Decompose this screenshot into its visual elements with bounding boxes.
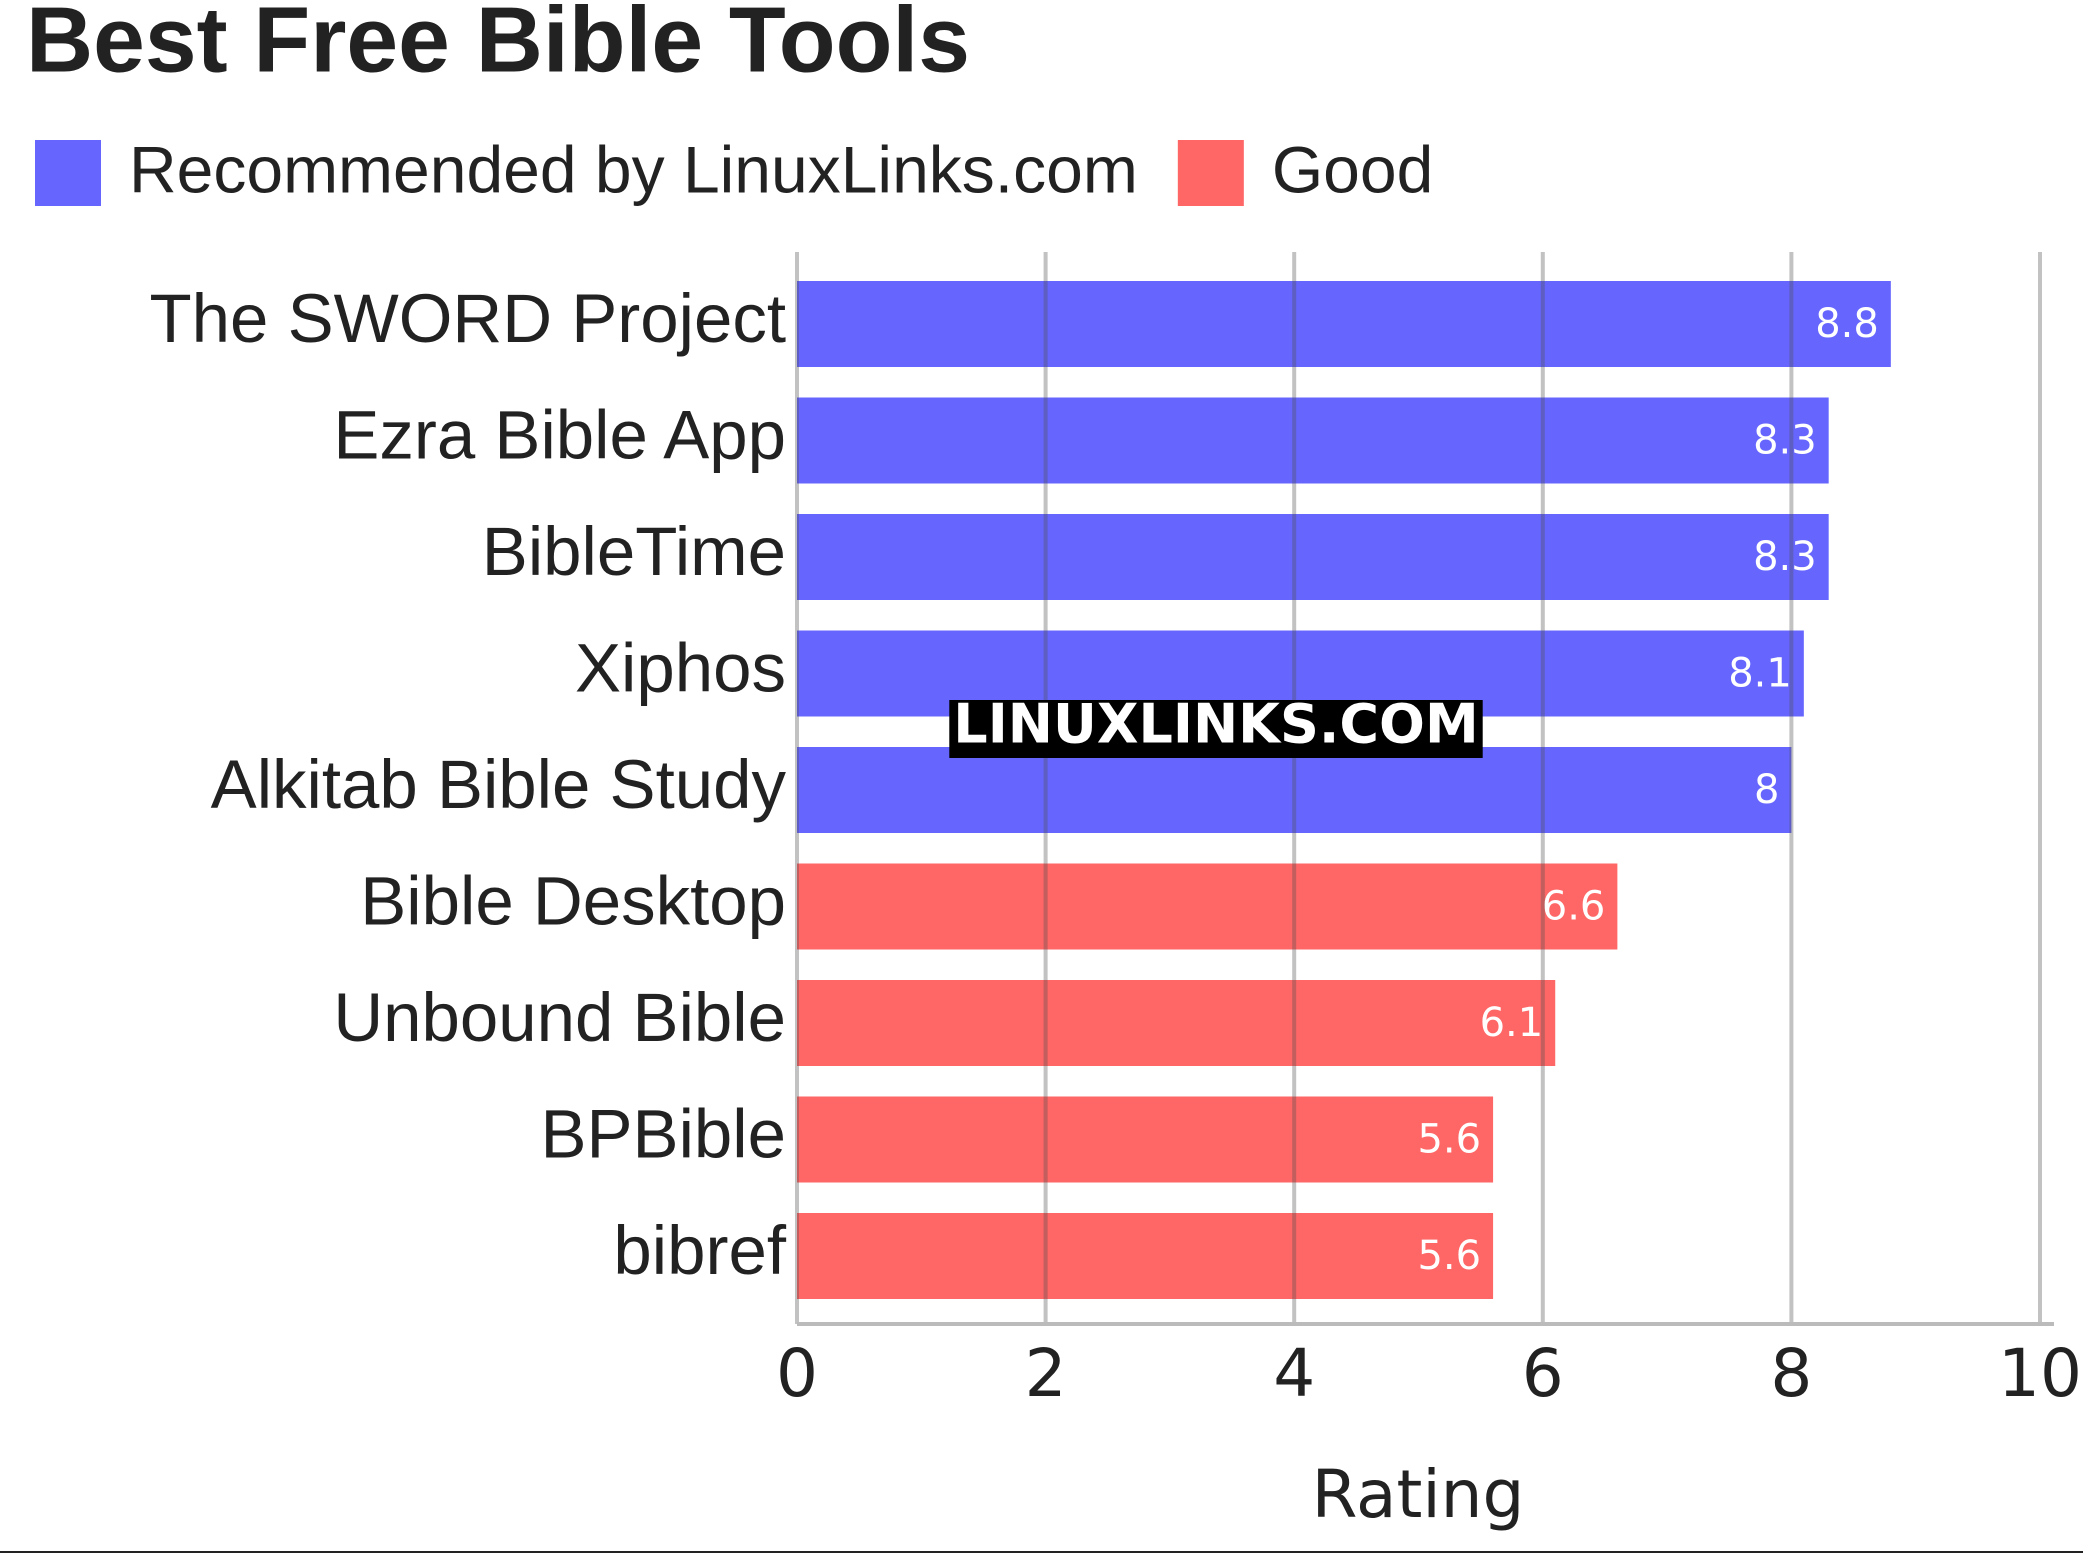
bar [797, 1096, 1494, 1183]
legend-swatch [35, 140, 101, 206]
y-tick-label: BibleTime [482, 513, 786, 590]
bar [797, 747, 1792, 833]
x-tick-label: 8 [1770, 1335, 1812, 1412]
bar [797, 281, 1891, 367]
bar [797, 514, 1829, 600]
value-label: 8.3 [1753, 534, 1817, 580]
bar [797, 980, 1556, 1066]
y-tick-label: Unbound Bible [333, 979, 786, 1056]
legend-swatch [1177, 140, 1244, 206]
x-axis-label: Rating [1312, 1456, 1525, 1533]
y-tick-label: Bible Desktop [360, 863, 786, 940]
chart-title: Best Free Bible Tools [26, 0, 970, 92]
value-label: 6.6 [1542, 884, 1606, 930]
value-label: 8.3 [1753, 418, 1817, 464]
value-label: 8 [1754, 767, 1779, 813]
x-tick-label: 10 [1998, 1335, 2082, 1412]
legend-label: Recommended by LinuxLinks.com [129, 132, 1138, 206]
x-tick-label: 4 [1273, 1335, 1315, 1412]
watermark: LINUXLINKS.COM [949, 693, 1483, 758]
y-tick-label: BPBible [541, 1096, 786, 1173]
y-tick-label: bibref [613, 1212, 786, 1289]
watermark-text: LINUXLINKS.COM [953, 693, 1478, 756]
y-tick-label: Xiphos [575, 630, 786, 707]
watermark-box [949, 700, 1483, 758]
value-label: 6.1 [1480, 1000, 1544, 1046]
y-tick-label: Alkitab Bible Study [211, 746, 787, 823]
bar [797, 1213, 1494, 1299]
legend-label: Good [1272, 132, 1433, 206]
y-tick-label: The SWORD Project [150, 280, 786, 357]
value-label: 5.6 [1417, 1117, 1481, 1163]
value-label: 8.8 [1815, 301, 1879, 347]
bar [797, 397, 1829, 484]
x-tick-label: 6 [1522, 1335, 1564, 1412]
y-tick-label: Ezra Bible App [333, 397, 786, 474]
value-label: 8.1 [1728, 651, 1792, 697]
x-tick-label: 2 [1025, 1335, 1067, 1412]
value-label: 5.6 [1417, 1233, 1481, 1279]
x-tick-label: 0 [776, 1335, 818, 1412]
bar [797, 863, 1618, 950]
